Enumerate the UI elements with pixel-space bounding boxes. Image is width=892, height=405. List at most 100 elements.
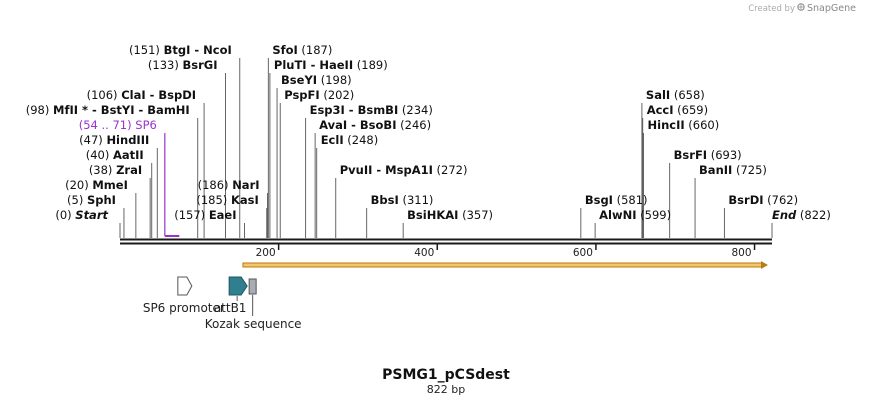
attb1-icon[interactable] [228,276,248,296]
site-name: PluTI - HaeII [274,58,353,72]
site-label-zrai[interactable]: (38) ZraI [89,163,142,177]
site-position: (581) [613,193,648,207]
site-label-pvuii-mspa1i[interactable]: PvuII - MspA1I (272) [340,163,468,177]
site-name: EclI [321,133,344,147]
site-label-end[interactable]: End (822) [772,208,831,222]
attb1-label: attB1 [214,301,247,315]
cut-site-labels: (0) Start(5) SphI(20) MmeI(38) ZraI(40) … [26,43,831,222]
site-label-banii[interactable]: BanII (725) [699,163,767,177]
site-position: (311) [399,193,434,207]
site-label-clai-bspdi[interactable]: (106) ClaI - BspDI [87,88,196,102]
site-position: (762) [764,193,799,207]
site-label-alwni[interactable]: AlwNI (599) [599,208,671,222]
site-position: (157) [174,208,209,222]
map-length: 822 bp [427,383,465,396]
site-label-hindiii[interactable]: (47) HindIII [79,133,149,147]
primer-range: (54 .. 71) [79,118,136,132]
site-position: (248) [344,133,379,147]
site-label-bsihkai[interactable]: BsiHKAI (357) [407,208,493,222]
site-name: SalI [646,88,670,102]
site-name: HincII [648,118,685,132]
site-label-avai-bsobi[interactable]: AvaI - BsoBI (246) [319,118,431,132]
site-label-bsgi[interactable]: BsgI (581) [585,193,648,207]
site-name: BsrFI [674,148,707,162]
site-position: (106) [87,88,122,102]
site-label-nari[interactable]: (186) NarI [198,178,260,192]
site-name: SfoI [272,43,297,57]
site-name: PspFI [284,88,319,102]
site-label-esp3i-bsmbi[interactable]: Esp3I - BsmBI (234) [310,103,433,117]
site-label-ecli[interactable]: EclI (248) [321,133,379,147]
site-label-kasi[interactable]: (185) KasI [196,193,258,207]
site-position: (246) [396,118,431,132]
site-label-bsrfi[interactable]: BsrFI (693) [674,148,742,162]
credit-brand: SnapGene [807,3,856,14]
site-label-aatii[interactable]: (40) AatII [86,148,144,162]
orf-arrow[interactable] [242,261,768,269]
site-position: (186) [198,178,233,192]
site-name: SphI [87,193,116,207]
site-label-sali[interactable]: SalI (658) [646,88,705,102]
scale-tick-label: 200 [256,247,276,259]
site-name: Esp3I - BsmBI [310,103,399,117]
site-position: (38) [89,163,116,177]
site-name: BsiHKAI [407,208,458,222]
site-label-btgi-ncoi[interactable]: (151) BtgI - NcoI [129,43,232,57]
site-label-mfii-bstyi-bamhi[interactable]: (98) MfII * - BstYI - BamHI [26,103,190,117]
site-label-bseyi[interactable]: BseYI (198) [281,73,352,87]
dna-backbone [120,238,772,245]
site-label-mmei[interactable]: (20) MmeI [65,178,128,192]
site-name: KasI [231,193,259,207]
site-name: AlwNI [599,208,636,222]
site-position: (658) [670,88,705,102]
site-position: (725) [732,163,767,177]
site-position: (202) [320,88,355,102]
scale-ticks: 200 400 600 800 [256,244,756,259]
site-name: MfII * - BstYI - BamHI [53,103,190,117]
site-label-bsrgi[interactable]: (133) BsrGI [148,58,218,72]
site-label-eaei[interactable]: (157) EaeI [174,208,236,222]
site-position: (659) [674,103,709,117]
site-name: BseYI [281,73,317,87]
site-name: PvuII - MspA1I [340,163,433,177]
orf-body [242,262,763,268]
kozak-icon[interactable] [248,278,257,295]
site-label-pluti-haeii[interactable]: PluTI - HaeII (189) [274,58,388,72]
site-label-bbsi[interactable]: BbsI (311) [371,193,434,207]
map-title: PSMG1_pCSdest [382,367,510,383]
site-position: (693) [707,148,742,162]
site-label-hincii[interactable]: HincII (660) [648,118,720,132]
site-name: EaeI [209,208,237,222]
site-name: MmeI [92,178,128,192]
site-position: (5) [67,193,87,207]
site-name: HindIII [106,133,149,147]
site-position: (133) [148,58,183,72]
site-position: (357) [458,208,493,222]
site-position: (40) [86,148,113,162]
site-position: (185) [196,193,231,207]
site-position: (272) [433,163,468,177]
orf-head [761,261,768,269]
site-label-acci[interactable]: AccI (659) [647,103,708,117]
site-name: BsgI [585,193,613,207]
site-position: (151) [129,43,164,57]
sp6-promoter-icon[interactable] [177,276,193,296]
kozak-label: Kozak sequence [205,317,302,331]
site-name: BsrDI [728,193,763,207]
site-label-sphi[interactable]: (5) SphI [67,193,116,207]
sp6-promoter-label: SP6 promoter [143,301,225,315]
site-label-pspfi[interactable]: PspFI (202) [284,88,354,102]
site-position: (187) [298,43,333,57]
site-label-bsrdi[interactable]: BsrDI (762) [728,193,798,207]
site-position: (98) [26,103,53,117]
credit-prefix: Created by [748,4,795,14]
site-label-sfoi[interactable]: SfoI (187) [272,43,332,57]
site-label-start[interactable]: (0) Start [55,208,108,222]
site-name: BtgI - NcoI [164,43,232,57]
site-position: (0) [55,208,75,222]
site-name: BbsI [371,193,399,207]
site-name: End [772,208,797,222]
primer-label[interactable]: (54 .. 71) SP6 [79,118,157,132]
